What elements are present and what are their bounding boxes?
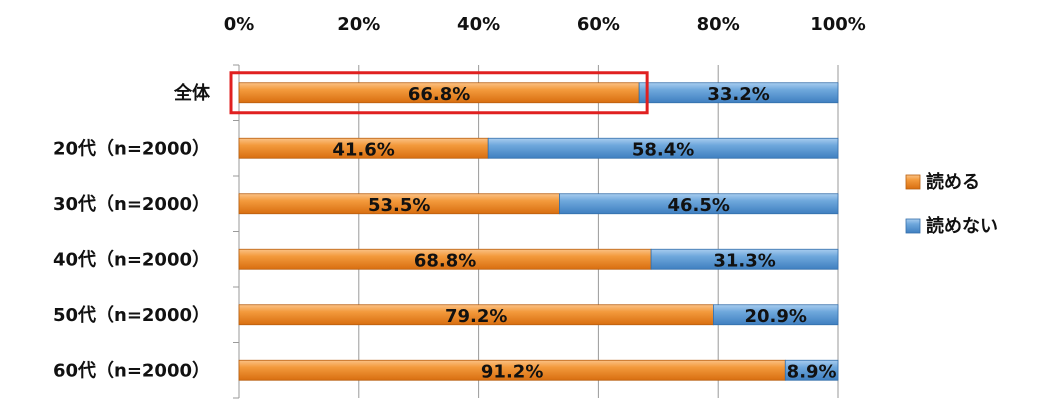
bar-segment (638, 82, 839, 104)
bars (238, 82, 839, 381)
data-label: 58.4% (632, 139, 694, 160)
highlight-rectangle (229, 71, 649, 115)
category-label: 20代（n=2000） (53, 138, 210, 159)
x-axis-ticks: 0% 20% 40% 60% 80% 100% (224, 14, 866, 35)
bar-segment (650, 248, 839, 270)
data-labels: 66.8% 33.2% 41.6% 58.4% 53.5% 46.5% 68.8% 31.3%… (332, 84, 836, 383)
category-label: 30代（n=2000） (53, 194, 210, 215)
data-label: 68.8% (414, 250, 476, 271)
data-label: 79.2% (445, 306, 507, 327)
x-tick-label: 100% (810, 14, 866, 35)
data-label: 46.5% (668, 195, 730, 216)
x-tick-label: 40% (457, 14, 500, 35)
data-label: 41.6% (332, 139, 394, 160)
bar-segment (784, 359, 839, 381)
legend-swatch (905, 174, 921, 190)
x-tick-label: 0% (224, 14, 255, 35)
x-tick-label: 60% (577, 14, 620, 35)
category-label: 全体 (173, 82, 211, 104)
bar-segment (559, 193, 839, 215)
data-label: 33.2% (707, 84, 769, 105)
category-labels: 全体 20代（n=2000） 30代（n=2000） 40代（n=2000） 50代（n… (53, 82, 211, 382)
data-label: 8.9% (787, 361, 837, 382)
data-label: 20.9% (744, 306, 806, 327)
bar-segment (487, 137, 839, 159)
category-label: 40代（n=2000） (53, 249, 210, 270)
category-label: 50代（n=2000） (53, 305, 210, 326)
data-label: 91.2% (481, 361, 543, 382)
data-label: 53.5% (368, 195, 430, 216)
data-label: 31.3% (713, 250, 775, 271)
x-tick-label: 20% (337, 14, 380, 35)
data-label: 66.8% (408, 84, 470, 105)
highlight-box (229, 71, 649, 115)
category-label: 60代（n=2000） (53, 360, 210, 381)
legend-swatch (905, 218, 921, 234)
legend-label: 読める (926, 171, 980, 193)
x-tick-label: 80% (697, 14, 740, 35)
grid-lines (233, 64, 839, 399)
legend-label: 読めない (926, 215, 998, 237)
bar-segment (713, 304, 839, 326)
